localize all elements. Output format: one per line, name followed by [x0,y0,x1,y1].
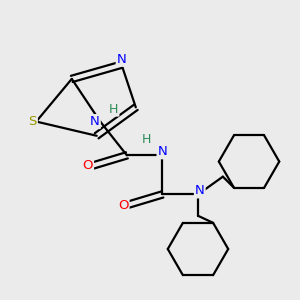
Text: O: O [118,199,129,212]
Text: H: H [109,103,119,116]
Text: O: O [82,160,93,172]
Text: N: N [158,145,167,158]
Text: H: H [142,133,151,146]
Text: S: S [28,115,37,128]
Text: N: N [90,115,100,128]
Text: N: N [117,53,126,66]
Text: N: N [195,184,205,197]
